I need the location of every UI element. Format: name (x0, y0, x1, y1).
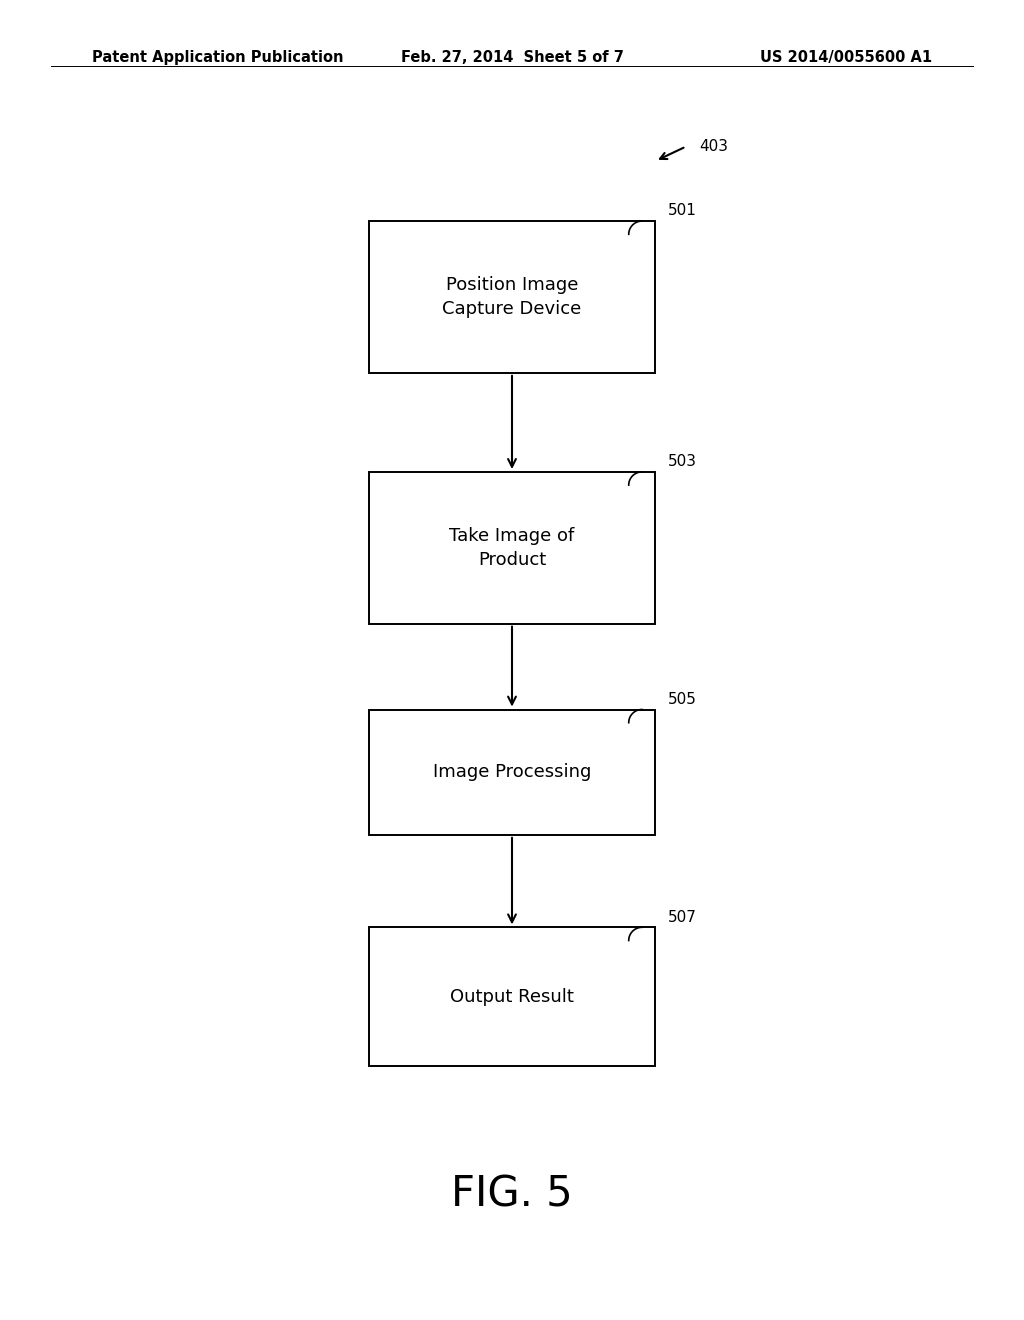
Bar (369, 220, 655, 372)
Bar (369, 710, 655, 836)
Text: 501: 501 (668, 203, 696, 218)
Bar (369, 928, 655, 1067)
Text: Position Image
Capture Device: Position Image Capture Device (442, 276, 582, 318)
Text: 403: 403 (699, 139, 728, 154)
Text: Patent Application Publication: Patent Application Publication (92, 50, 344, 65)
Text: 507: 507 (668, 909, 696, 924)
Text: Take Image of
Product: Take Image of Product (450, 527, 574, 569)
Text: FIG. 5: FIG. 5 (452, 1173, 572, 1216)
Text: Output Result: Output Result (451, 987, 573, 1006)
Bar (369, 473, 655, 624)
Text: Image Processing: Image Processing (433, 763, 591, 781)
Text: US 2014/0055600 A1: US 2014/0055600 A1 (760, 50, 932, 65)
Text: Feb. 27, 2014  Sheet 5 of 7: Feb. 27, 2014 Sheet 5 of 7 (400, 50, 624, 65)
Text: 503: 503 (668, 454, 696, 470)
Text: 505: 505 (668, 692, 696, 708)
